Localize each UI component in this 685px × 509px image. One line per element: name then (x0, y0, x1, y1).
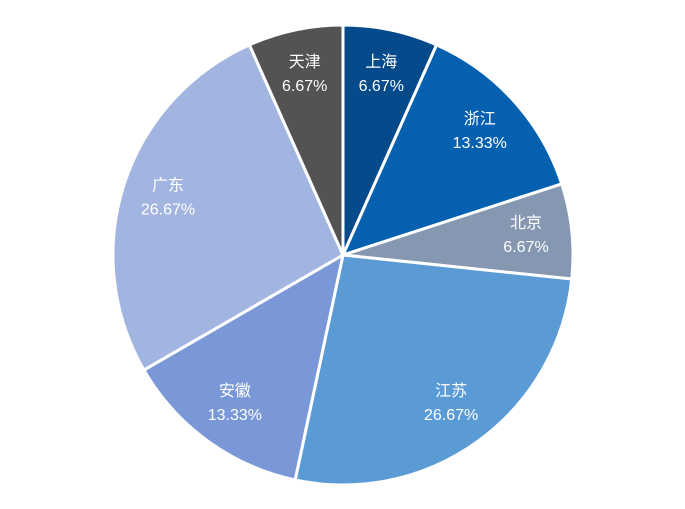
slice-label: 江苏 (435, 382, 467, 400)
pie-slice (247, 23, 345, 256)
pie-slice (141, 252, 346, 482)
slice-value-label: 26.67% (141, 201, 195, 218)
slice-label: 上海 (365, 53, 397, 71)
slice-value-label: 13.33% (208, 407, 262, 424)
slice-value-label: 13.33% (453, 135, 507, 152)
slice-label: 北京 (510, 214, 542, 232)
slice-value-label: 6.67% (282, 78, 327, 95)
slice-label: 广东 (152, 176, 184, 194)
slice-value-label: 6.67% (503, 239, 548, 256)
slice-label: 安徽 (219, 382, 251, 400)
pie-slice (340, 42, 564, 258)
slice-value-label: 6.67% (359, 78, 404, 95)
slice-label: 天津 (289, 53, 321, 71)
pie-slice (293, 253, 574, 487)
slice-label: 浙江 (464, 110, 496, 128)
slice-value-label: 26.67% (424, 407, 478, 424)
